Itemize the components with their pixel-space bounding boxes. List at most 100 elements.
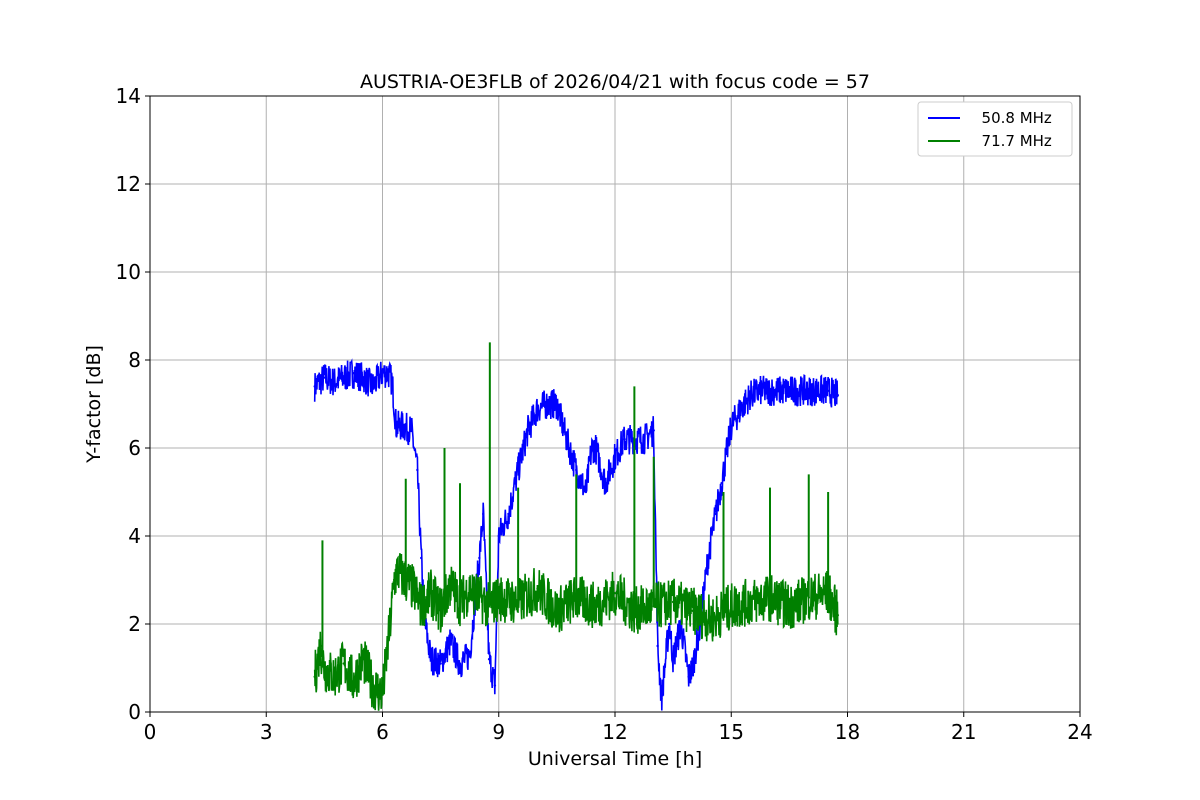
data-point	[332, 675, 336, 678]
data-point	[691, 666, 694, 670]
x-tick-label: 3	[260, 720, 273, 744]
chart-title: AUSTRIA-OE3FLB of 2026/04/21 with focus …	[360, 71, 870, 93]
data-point	[652, 429, 655, 432]
data-point	[468, 653, 471, 656]
data-point	[396, 570, 400, 573]
data-point	[493, 684, 497, 687]
series-1	[313, 342, 840, 711]
data-point	[439, 609, 442, 612]
data-point	[759, 389, 762, 392]
y-tick-label: 12	[116, 172, 141, 196]
legend: 50.8 MHz 71.7 MHz	[917, 101, 1073, 157]
data-point	[352, 372, 355, 375]
data-point	[361, 658, 365, 661]
data-point	[836, 394, 840, 397]
x-tick-label: 9	[492, 720, 505, 744]
data-point	[332, 380, 336, 384]
data-point	[604, 482, 607, 485]
data-point	[730, 605, 733, 608]
x-tick-label: 15	[719, 720, 744, 744]
data-point	[323, 376, 326, 379]
data-point	[565, 438, 568, 441]
data-point	[613, 455, 617, 458]
data-point	[390, 380, 394, 384]
data-point	[691, 609, 694, 612]
y-tick-label: 10	[116, 260, 141, 284]
data-point	[642, 438, 646, 441]
data-point	[468, 587, 471, 590]
data-point	[482, 512, 485, 516]
data-point	[487, 658, 491, 661]
data-point	[584, 490, 588, 494]
data-point	[613, 592, 617, 595]
data-point	[807, 389, 810, 392]
data-point	[536, 407, 539, 410]
data-point	[516, 468, 520, 472]
data-point	[720, 482, 723, 485]
data-point	[526, 429, 530, 432]
data-point	[660, 697, 663, 700]
data-point	[449, 583, 452, 586]
data-point	[788, 389, 791, 392]
data-point	[342, 376, 345, 379]
y-tick-label: 14	[116, 84, 141, 108]
data-point	[381, 372, 384, 375]
legend-label-71-7: 71.7 MHz	[972, 132, 1052, 150]
data-point	[714, 512, 717, 516]
data-point	[836, 614, 840, 617]
data-point	[458, 662, 462, 665]
x-tick-label: 0	[144, 720, 157, 744]
data-point	[400, 424, 404, 428]
series-layer	[313, 342, 840, 711]
data-point	[313, 675, 316, 678]
y-tick-label: 6	[128, 436, 141, 460]
data-point	[410, 429, 413, 432]
data-point	[710, 618, 714, 621]
x-tick-label: 21	[951, 720, 976, 744]
data-point	[555, 402, 559, 406]
x-axis-label: Universal Time [h]	[528, 748, 702, 770]
data-point	[594, 446, 597, 450]
data-point	[590, 446, 593, 450]
data-point	[429, 592, 433, 595]
data-point	[381, 693, 384, 696]
data-point	[387, 372, 390, 375]
data-point	[361, 376, 365, 379]
data-point	[371, 684, 375, 687]
data-point	[478, 556, 481, 560]
data-point	[449, 640, 452, 643]
y-tick-label: 4	[128, 524, 141, 548]
data-point	[439, 662, 442, 665]
x-tick-label: 18	[835, 720, 860, 744]
y-axis-label: Y-factor [dB]	[83, 345, 105, 464]
data-point	[826, 389, 830, 392]
x-tick-label: 12	[602, 720, 627, 744]
data-point	[342, 662, 345, 665]
data-point	[497, 596, 500, 599]
legend-box	[917, 101, 1073, 157]
data-point	[371, 385, 375, 388]
data-point	[788, 605, 791, 608]
data-point	[412, 587, 415, 590]
data-point	[687, 675, 690, 678]
data-point	[323, 666, 326, 670]
y-tick-label: 8	[128, 348, 141, 372]
data-point	[389, 622, 392, 626]
data-point	[420, 556, 423, 560]
data-point	[555, 609, 559, 612]
data-point	[668, 622, 671, 626]
data-point	[352, 680, 355, 683]
data-point	[487, 605, 491, 608]
data-point	[730, 424, 733, 428]
data-point	[392, 578, 396, 582]
data-point	[416, 468, 419, 472]
data-point	[706, 556, 710, 560]
x-tick-label: 6	[376, 720, 389, 744]
data-point	[656, 644, 659, 648]
data-point	[739, 407, 743, 410]
data-point	[671, 658, 675, 661]
data-point	[319, 644, 322, 648]
data-point	[429, 658, 433, 661]
data-point	[313, 385, 316, 388]
